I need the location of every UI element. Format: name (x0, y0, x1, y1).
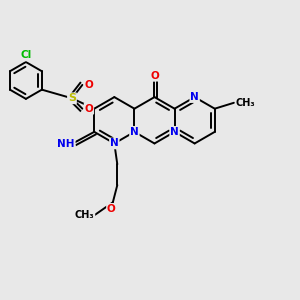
Text: CH₃: CH₃ (236, 98, 255, 108)
Text: Cl: Cl (20, 50, 32, 61)
Text: N: N (190, 92, 199, 102)
Text: O: O (85, 80, 93, 90)
Text: S: S (68, 93, 76, 103)
Text: N: N (130, 127, 139, 137)
Text: CH₃: CH₃ (75, 210, 94, 220)
Text: NH: NH (57, 139, 75, 149)
Text: N: N (110, 139, 119, 148)
Text: O: O (150, 71, 159, 81)
Text: O: O (107, 204, 116, 214)
Text: O: O (85, 104, 93, 114)
Text: N: N (170, 127, 179, 137)
